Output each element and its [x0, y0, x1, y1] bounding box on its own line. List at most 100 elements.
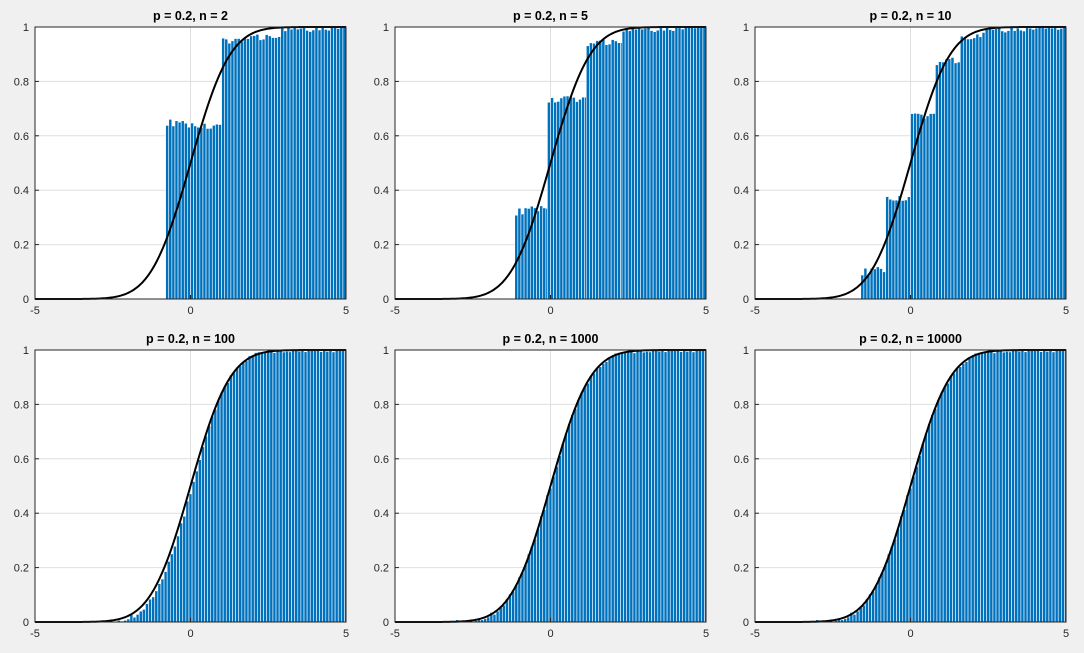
bar — [523, 564, 528, 623]
bar — [542, 207, 547, 300]
bar — [648, 351, 652, 623]
bar — [239, 40, 244, 300]
bar — [578, 98, 582, 300]
y-tick-label: 0.2 — [734, 240, 749, 252]
x-tick-label: -5 — [750, 628, 760, 640]
bar — [1017, 350, 1022, 623]
y-tick-label: 0 — [23, 294, 29, 306]
y-tick-label: 0.8 — [734, 76, 749, 88]
bar — [207, 425, 212, 623]
bar — [325, 351, 330, 623]
bar — [295, 28, 300, 300]
bar — [557, 455, 562, 623]
bar — [168, 119, 173, 300]
subplot-6: 00.20.40.60.81-5 0 5p = 0.2, n = 10000 — [734, 332, 1069, 640]
bar — [274, 37, 278, 300]
bar — [592, 372, 596, 623]
bar — [570, 414, 575, 623]
bar — [520, 213, 525, 300]
y-tick-label: 1 — [23, 22, 29, 34]
bar — [238, 365, 243, 623]
bar — [336, 28, 341, 300]
bar — [1053, 27, 1057, 300]
bar — [623, 352, 628, 623]
y-tick-label: 0.8 — [374, 76, 389, 88]
bar — [986, 350, 991, 623]
bar — [539, 205, 544, 300]
bar — [666, 349, 671, 623]
bar — [924, 433, 928, 623]
bar — [1037, 26, 1042, 300]
bar — [302, 26, 306, 300]
bar — [693, 27, 697, 300]
y-tick-label: 0.2 — [14, 563, 29, 575]
bar — [998, 350, 1003, 623]
x-tick-label: -5 — [750, 305, 760, 317]
subplot-5: 00.20.40.60.81-5 0 5p = 0.2, n = 1000 — [374, 332, 709, 640]
bar — [679, 351, 683, 623]
y-tick-label: 0.4 — [14, 185, 29, 197]
bar — [917, 455, 922, 623]
bar — [680, 28, 685, 300]
bar — [215, 123, 219, 300]
bar — [939, 392, 944, 623]
bar — [885, 196, 890, 300]
bar — [305, 30, 309, 300]
bar — [554, 466, 559, 623]
bar — [938, 61, 942, 300]
y-tick-label: 0.6 — [374, 454, 389, 466]
bar — [663, 351, 668, 623]
bar — [582, 386, 587, 623]
bar — [589, 375, 593, 623]
bar — [871, 590, 876, 623]
bar — [1000, 30, 1005, 300]
bar — [328, 349, 333, 623]
bar — [945, 382, 950, 623]
bar — [561, 443, 565, 623]
y-tick-label: 0.8 — [14, 76, 29, 88]
bar — [160, 578, 165, 623]
bar — [981, 32, 986, 300]
bar — [286, 26, 291, 300]
bar — [501, 604, 506, 623]
bar — [495, 610, 500, 623]
bar — [604, 44, 609, 300]
bar — [930, 414, 935, 623]
bar — [662, 29, 666, 300]
bar — [592, 42, 596, 300]
y-tick-label: 0.4 — [734, 185, 749, 197]
bar — [893, 538, 897, 623]
bar — [991, 29, 995, 300]
bar — [218, 124, 222, 300]
bar — [187, 126, 191, 300]
bar — [565, 95, 570, 300]
bar — [579, 392, 584, 623]
y-tick-label: 0.6 — [14, 454, 29, 466]
bar — [213, 409, 218, 623]
bar — [1051, 351, 1056, 623]
bar — [202, 123, 207, 300]
bar — [949, 375, 953, 623]
bar — [935, 64, 939, 300]
bar — [1014, 349, 1019, 623]
y-tick-label: 0.6 — [14, 131, 29, 143]
bar — [151, 596, 156, 623]
bar — [247, 355, 252, 623]
bar — [604, 361, 609, 623]
bar — [655, 29, 660, 300]
bar — [205, 128, 210, 300]
bar — [253, 352, 258, 623]
x-tick-label: -5 — [390, 628, 400, 640]
x-tick-label: 0 — [547, 628, 553, 640]
bar — [288, 351, 292, 623]
bar — [585, 45, 590, 300]
bar — [292, 26, 297, 300]
bar — [874, 584, 879, 623]
y-tick-label: 0.4 — [374, 508, 389, 520]
bar — [306, 349, 311, 623]
bar — [249, 35, 253, 300]
bar — [517, 576, 522, 623]
y-tick-label: 1 — [743, 345, 749, 357]
bar — [967, 356, 972, 623]
bar — [908, 487, 913, 623]
